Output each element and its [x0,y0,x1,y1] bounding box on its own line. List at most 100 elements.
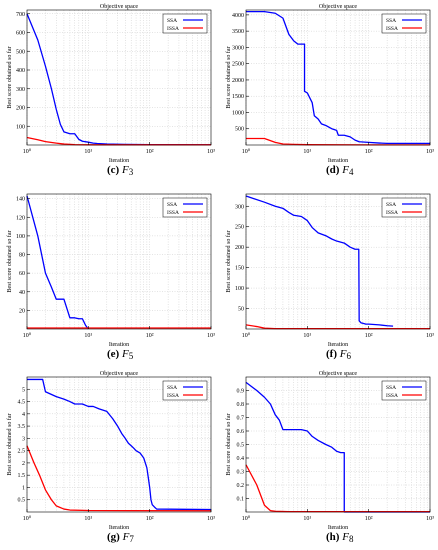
y-tick-label: 2000 [232,78,244,84]
y-tick-label: 40 [19,290,25,296]
y-tick-label: 4000 [232,13,244,19]
legend-label: SSA [386,385,396,391]
axes-frame [26,9,212,146]
y-tick-label: 80 [19,253,25,259]
y-tick-label: 2 [22,461,25,467]
x-tick-label: 10⁰ [242,515,251,522]
axes-frame [26,193,212,330]
chart-svg: 10⁰ 10¹ 10² 10³ 50 100 150 200 250 300 Iteration Be… [225,193,434,348]
y-axis-label: Best score obtained so far [225,414,232,476]
y-tick-label: 300 [235,204,244,210]
chart-panel: 10⁰ 10¹ 10² 10³ 50 100 150 200 250 300 Iteration Be… [219,184,438,367]
y-tick-label: 0.5 [237,443,245,449]
y-tick-label: 2500 [232,62,244,68]
y-tick-label: 4 [22,412,25,418]
axes-frame [245,193,431,330]
function-name: F [121,164,129,176]
panel-caption: (h) F8 [326,531,354,544]
x-axis-label: Iteration [328,525,348,531]
series-line-ssa [27,378,212,511]
function-index: 5 [128,351,134,361]
y-axis-label: Best score obtained so far [6,414,13,476]
legend-label: SSA [386,202,396,208]
panel-caption: (e) F5 [107,348,134,361]
y-tick-label: 0.2 [237,483,245,489]
panel-caption: (f) F6 [326,348,351,361]
legend-label: SSA [386,18,396,24]
chart-panel: 10⁰ 10¹ 10² 10³ 100 200 300 400 500 600 700 Objecti… [0,0,219,183]
y-tick-label: 120 [16,215,25,221]
chart-panel: 10⁰ 10¹ 10² 10³ 0.1 0.2 0.3 0.4 0.5 0.6 0.7 0.8 0.9 O… [219,367,438,550]
y-tick-label: 4.5 [18,400,26,406]
panel-caption: (d) F4 [326,164,354,177]
y-tick-label: 3000 [232,45,244,51]
series-line-ssa [246,10,430,145]
x-tick-label: 10² [146,149,154,155]
chart-panel: 10⁰ 10¹ 10² 10³ 20 40 60 80 100 120 140 Iteration Be… [0,184,219,367]
legend-label: SSA [167,202,177,208]
x-axis-label: Iteration [109,158,129,164]
y-tick-label: 100 [16,124,25,130]
x-tick-label: 10³ [207,149,215,155]
function-index: 4 [348,167,354,177]
y-tick-label: 0.8 [237,402,245,408]
y-tick-label: 150 [235,266,244,272]
x-tick-label: 10¹ [84,516,92,522]
y-tick-label: 2.5 [18,449,26,455]
y-tick-label: 0.5 [18,498,26,504]
y-tick-label: 400 [16,68,25,74]
series-line-issa [26,445,212,512]
function-name: F [342,531,349,543]
x-axis-label: Iteration [109,525,129,531]
x-tick-label: 10⁰ [242,148,251,155]
y-tick-label: 250 [235,225,244,231]
y-axis-label: Best score obtained so far [6,47,13,109]
y-tick-label: 0.6 [237,429,245,435]
y-tick-label: 100 [235,286,244,292]
series-line-issa [245,464,430,513]
y-tick-label: 600 [16,31,25,37]
y-tick-label: 500 [16,49,25,55]
y-tick-label: 0.3 [237,470,245,476]
chart-panel: 10⁰ 10¹ 10² 10³ 500 1000 1500 2000 2500 3000 3500 4… [219,0,438,183]
x-tick-label: 10¹ [84,333,92,339]
y-tick-label: 60 [19,271,25,277]
chart-panel: 10⁰ 10¹ 10² 10³ 0.5 1 1.5 2 2.5 3 3.5 4 4.5 5 Objectiv… [0,367,219,550]
axes-frame [245,9,431,146]
y-tick-label: 3.5 [18,424,26,430]
chart-title: Objective space [100,371,138,377]
chart-svg: 10⁰ 10¹ 10² 10³ 100 200 300 400 500 600 700 Objecti… [6,4,215,164]
y-axis-label: Best score obtained so far [225,47,232,109]
y-tick-label: 1500 [232,94,244,100]
legend-label: ISSA [167,393,179,399]
function-name: F [342,164,349,176]
axes-frame [26,376,212,513]
y-axis-label: Best score obtained so far [6,231,13,293]
x-tick-label: 10² [365,516,373,522]
x-tick-label: 10⁰ [23,148,32,155]
y-tick-label: 1000 [232,110,244,116]
x-tick-label: 10³ [426,149,434,155]
x-tick-label: 10² [365,333,373,339]
function-name: F [122,531,130,543]
x-axis-label: Iteration [328,342,348,348]
x-tick-label: 10³ [426,516,434,522]
y-tick-label: 50 [238,307,244,313]
function-index: 8 [348,534,354,544]
function-index: 3 [128,167,134,177]
series-line-ssa [26,13,212,146]
x-tick-label: 10⁰ [23,332,32,339]
chart-title: Objective space [319,371,357,377]
x-tick-label: 10² [146,333,154,339]
x-tick-label: 10⁰ [242,332,251,339]
function-name: F [339,348,347,360]
x-tick-label: 10³ [426,333,434,339]
panel-label: (f) [326,348,337,360]
series-line-ssa [26,195,89,330]
chart-svg: 10⁰ 10¹ 10² 10³ 20 40 60 80 100 120 140 Iteration Be… [6,193,215,348]
legend-label: ISSA [386,26,398,32]
y-tick-label: 3 [22,436,25,442]
y-tick-label: 0.1 [237,497,245,503]
chart-title: Objective space [100,4,138,10]
legend-label: SSA [167,18,177,24]
